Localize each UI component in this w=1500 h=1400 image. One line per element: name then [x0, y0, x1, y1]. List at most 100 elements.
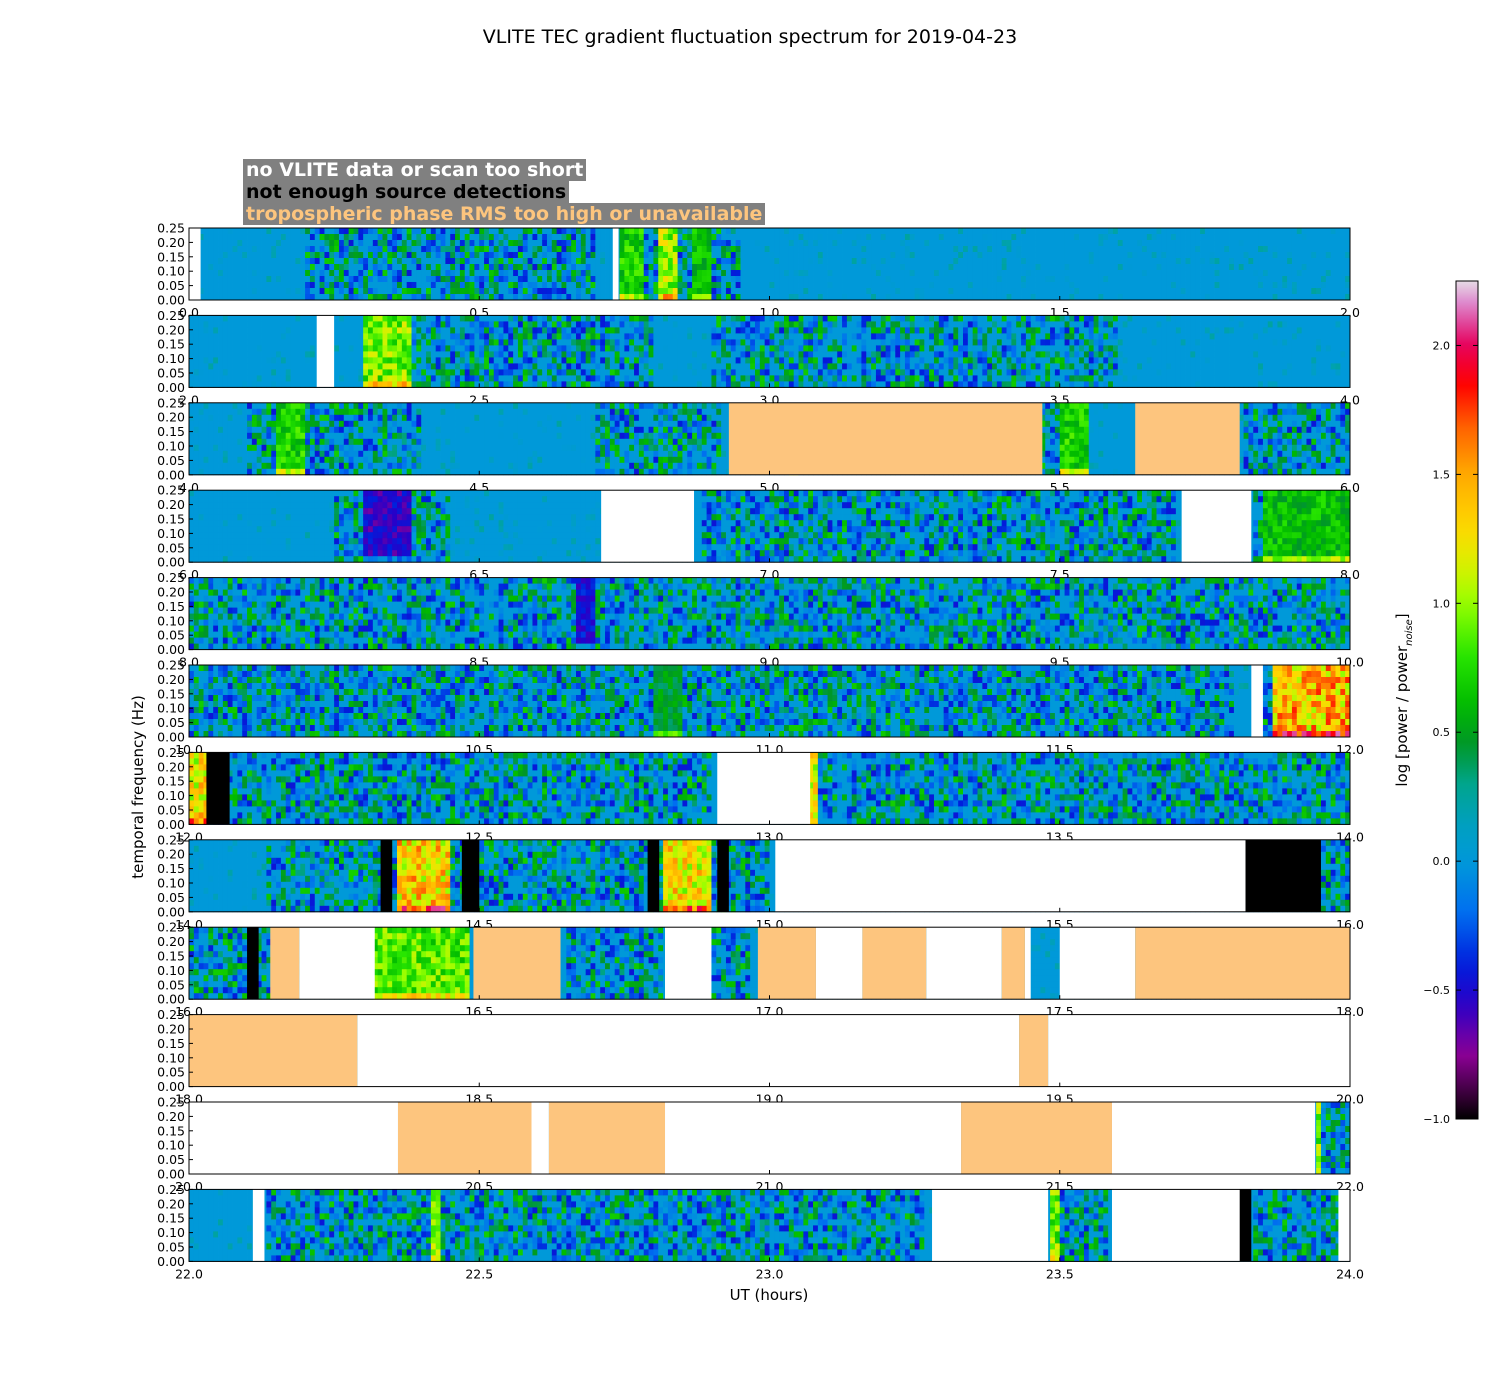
heatmap-cell [474, 327, 480, 334]
heatmap-cell [1233, 264, 1240, 271]
heatmap-cell [363, 363, 369, 370]
heatmap-cell [1098, 288, 1104, 295]
heatmap-cell [532, 282, 538, 289]
heatmap-cell [198, 258, 204, 265]
heatmap-cell [769, 228, 775, 235]
heatmap-cell [924, 381, 930, 388]
heatmap-cell [948, 375, 954, 382]
heatmap-cell [479, 315, 485, 322]
heatmap-cell [566, 315, 572, 322]
heatmap-cell [387, 321, 393, 328]
heatmap-cell [725, 252, 732, 259]
heatmap-cell [522, 282, 529, 289]
heatmap-cell [1185, 294, 1191, 301]
heatmap-cell [909, 270, 916, 277]
heatmap-cell [372, 282, 379, 289]
heatmap-cell [455, 375, 461, 382]
heatmap-cell [1229, 258, 1235, 265]
heatmap-cell [1238, 240, 1244, 247]
heatmap-cell [435, 363, 441, 370]
heatmap-cell [643, 246, 649, 253]
heatmap-cell [764, 240, 770, 247]
heatmap-cell [808, 240, 814, 247]
heatmap-cell [440, 327, 446, 334]
heatmap-cell [619, 264, 625, 271]
heatmap-cell [730, 321, 737, 328]
heatmap-cell [890, 363, 896, 370]
heatmap-cell [658, 258, 664, 265]
panel-0: 0.000.050.100.150.200.250.0 0.5 1.0 1.5 2.0 [157, 221, 1360, 321]
heatmap-cell [619, 234, 625, 241]
heatmap-cell [779, 246, 785, 253]
heatmap-cell [222, 276, 229, 283]
heatmap-cell [445, 369, 451, 376]
heatmap-cell [426, 234, 432, 241]
heatmap-cell [769, 288, 775, 295]
heatmap-cell [1180, 288, 1186, 295]
heatmap-cell [218, 321, 224, 328]
heatmap-cell [1025, 252, 1032, 259]
heatmap-cell [218, 240, 224, 247]
heatmap-cell [546, 228, 553, 235]
heatmap-cell [832, 240, 838, 247]
heatmap-cell [435, 315, 441, 322]
heatmap-cell [895, 363, 901, 370]
heatmap-cell [822, 288, 828, 295]
heatmap-cell [222, 294, 229, 301]
heatmap-cell [914, 327, 920, 334]
heatmap-cell [1016, 252, 1022, 259]
heatmap-cell [1238, 282, 1244, 289]
heatmap-cell [914, 228, 920, 235]
heatmap-cell [759, 357, 766, 364]
heatmap-cell [1282, 234, 1288, 241]
heatmap-cell [411, 369, 417, 376]
heatmap-cell [1040, 276, 1046, 283]
heatmap-cell [551, 270, 558, 277]
heatmap-cell [725, 321, 732, 328]
heatmap-cell [977, 381, 983, 388]
heatmap-cell [1112, 246, 1119, 253]
heatmap-cell [580, 240, 587, 247]
heatmap-cell [261, 339, 267, 346]
heatmap-cell [890, 351, 896, 358]
heatmap-cell [314, 288, 321, 295]
heatmap-cell [247, 369, 253, 376]
heatmap-cell [208, 363, 214, 370]
heatmap-cell [1011, 264, 1017, 271]
heatmap-cell [967, 258, 974, 265]
heatmap-cell [590, 351, 596, 358]
heatmap-cell [1243, 264, 1249, 271]
heatmap-cell [469, 234, 475, 241]
heatmap-cell [334, 369, 340, 376]
heatmap-cell [1320, 246, 1327, 253]
heatmap-cell [740, 327, 746, 334]
heatmap-cell [1320, 288, 1327, 295]
heatmap-cell [251, 321, 258, 328]
heatmap-cell [1021, 375, 1027, 382]
heatmap-cell [687, 345, 693, 352]
heatmap-cell [392, 294, 398, 301]
heatmap-cell [784, 228, 790, 235]
heatmap-cell [958, 252, 964, 259]
heatmap-cell [266, 252, 272, 259]
heatmap-cell [271, 234, 277, 241]
heatmap-cell [987, 288, 993, 295]
heatmap-cell [798, 276, 804, 283]
heatmap-cell [1074, 240, 1080, 247]
heatmap-cell [382, 288, 388, 295]
heatmap-cell [585, 294, 591, 301]
heatmap-cell [334, 375, 340, 382]
heatmap-cell [1185, 276, 1191, 283]
heatmap-cell [827, 369, 833, 376]
heatmap-cell [1253, 264, 1259, 271]
heatmap-cell [474, 270, 480, 277]
heatmap-cell [750, 357, 756, 364]
heatmap-cell [1180, 270, 1186, 277]
heatmap-cell [377, 321, 383, 328]
heatmap-cell [445, 321, 451, 328]
heatmap-cell [387, 369, 393, 376]
heatmap-cell [798, 339, 804, 346]
heatmap-cell [469, 294, 475, 301]
heatmap-cell [1175, 228, 1182, 235]
heatmap-cell [1301, 240, 1307, 247]
